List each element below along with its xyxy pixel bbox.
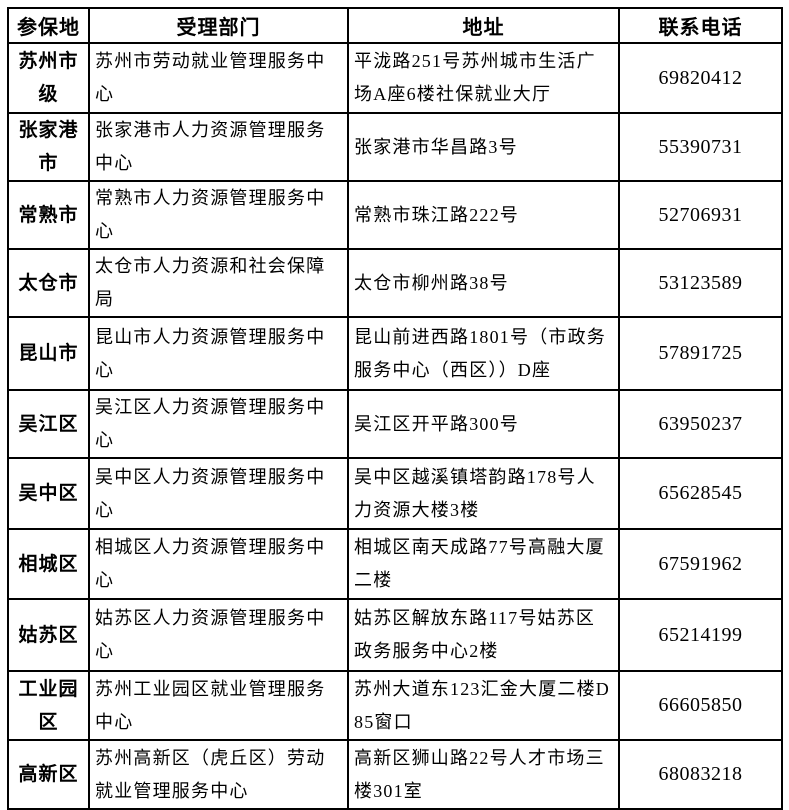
cell-department: 常熟市人力资源管理服务中心 [88, 180, 349, 250]
table-row: 吴中区 吴中区人力资源管理服务中心 吴中区越溪镇塔韵路178号人力资源大楼3楼 … [7, 457, 783, 530]
table-row: 张家港市 张家港市人力资源管理服务中心 张家港市华昌路3号 55390731 [7, 112, 783, 182]
table-row: 苏州市级 苏州市劳动就业管理服务中心 平泷路251号苏州城市生活广场A座6楼社保… [7, 42, 783, 114]
table-row: 高新区 苏州高新区（虎丘区）劳动就业管理服务中心 高新区狮山路22号人才市场三楼… [7, 739, 783, 810]
cell-department: 苏州市劳动就业管理服务中心 [88, 42, 349, 114]
cell-address: 苏州大道东123汇金大厦二楼D85窗口 [347, 670, 620, 741]
header-row: 参保地 受理部门 地址 联系电话 [7, 7, 783, 44]
cell-phone: 57891725 [618, 316, 783, 391]
cell-department: 姑苏区人力资源管理服务中心 [88, 598, 349, 672]
page: 参保地 受理部门 地址 联系电话 苏州市级 苏州市劳动就业管理服务中心 平泷路2… [7, 7, 783, 810]
cell-address: 吴江区开平路300号 [347, 389, 620, 459]
cell-phone: 65628545 [618, 457, 783, 530]
cell-address: 昆山前进西路1801号（市政务服务中心（西区））D座 [347, 316, 620, 391]
table-row: 太仓市 太仓市人力资源和社会保障局 太仓市柳州路38号 53123589 [7, 248, 783, 318]
table-row: 姑苏区 姑苏区人力资源管理服务中心 姑苏区解放东路117号姑苏区政务服务中心2楼… [7, 598, 783, 672]
cell-insured-area: 吴中区 [7, 457, 90, 530]
cell-department: 苏州高新区（虎丘区）劳动就业管理服务中心 [88, 739, 349, 810]
cell-address: 姑苏区解放东路117号姑苏区政务服务中心2楼 [347, 598, 620, 672]
cell-insured-area: 相城区 [7, 528, 90, 600]
cell-phone: 68083218 [618, 739, 783, 810]
cell-insured-area: 苏州市级 [7, 42, 90, 114]
column-header-phone: 联系电话 [618, 7, 783, 44]
cell-insured-area: 昆山市 [7, 316, 90, 391]
column-header-insured-area: 参保地 [7, 7, 90, 44]
cell-phone: 63950237 [618, 389, 783, 459]
cell-department: 相城区人力资源管理服务中心 [88, 528, 349, 600]
cell-department: 昆山市人力资源管理服务中心 [88, 316, 349, 391]
cell-address: 太仓市柳州路38号 [347, 248, 620, 318]
table-row: 昆山市 昆山市人力资源管理服务中心 昆山前进西路1801号（市政务服务中心（西区… [7, 316, 783, 391]
cell-insured-area: 高新区 [7, 739, 90, 810]
cell-address: 高新区狮山路22号人才市场三楼301室 [347, 739, 620, 810]
cell-department: 吴中区人力资源管理服务中心 [88, 457, 349, 530]
table-row: 工业园区 苏州工业园区就业管理服务中心 苏州大道东123汇金大厦二楼D85窗口 … [7, 670, 783, 741]
cell-insured-area: 吴江区 [7, 389, 90, 459]
column-header-address: 地址 [347, 7, 620, 44]
cell-department: 太仓市人力资源和社会保障局 [88, 248, 349, 318]
cell-phone: 65214199 [618, 598, 783, 672]
cell-phone: 52706931 [618, 180, 783, 250]
cell-phone: 53123589 [618, 248, 783, 318]
cell-phone: 69820412 [618, 42, 783, 114]
cell-address: 平泷路251号苏州城市生活广场A座6楼社保就业大厅 [347, 42, 620, 114]
table-row: 相城区 相城区人力资源管理服务中心 相城区南天成路77号高融大厦二楼 67591… [7, 528, 783, 600]
cell-insured-area: 张家港市 [7, 112, 90, 182]
table-body: 苏州市级 苏州市劳动就业管理服务中心 平泷路251号苏州城市生活广场A座6楼社保… [7, 42, 783, 810]
column-header-department: 受理部门 [88, 7, 349, 44]
cell-insured-area: 姑苏区 [7, 598, 90, 672]
cell-department: 吴江区人力资源管理服务中心 [88, 389, 349, 459]
cell-address: 常熟市珠江路222号 [347, 180, 620, 250]
social-insurance-contact-table: 参保地 受理部门 地址 联系电话 苏州市级 苏州市劳动就业管理服务中心 平泷路2… [7, 7, 783, 810]
cell-address: 张家港市华昌路3号 [347, 112, 620, 182]
cell-insured-area: 常熟市 [7, 180, 90, 250]
table-row: 常熟市 常熟市人力资源管理服务中心 常熟市珠江路222号 52706931 [7, 180, 783, 250]
table-row: 吴江区 吴江区人力资源管理服务中心 吴江区开平路300号 63950237 [7, 389, 783, 459]
cell-department: 苏州工业园区就业管理服务中心 [88, 670, 349, 741]
cell-phone: 66605850 [618, 670, 783, 741]
cell-phone: 67591962 [618, 528, 783, 600]
cell-insured-area: 工业园区 [7, 670, 90, 741]
cell-insured-area: 太仓市 [7, 248, 90, 318]
cell-address: 相城区南天成路77号高融大厦二楼 [347, 528, 620, 600]
cell-address: 吴中区越溪镇塔韵路178号人力资源大楼3楼 [347, 457, 620, 530]
cell-department: 张家港市人力资源管理服务中心 [88, 112, 349, 182]
cell-phone: 55390731 [618, 112, 783, 182]
